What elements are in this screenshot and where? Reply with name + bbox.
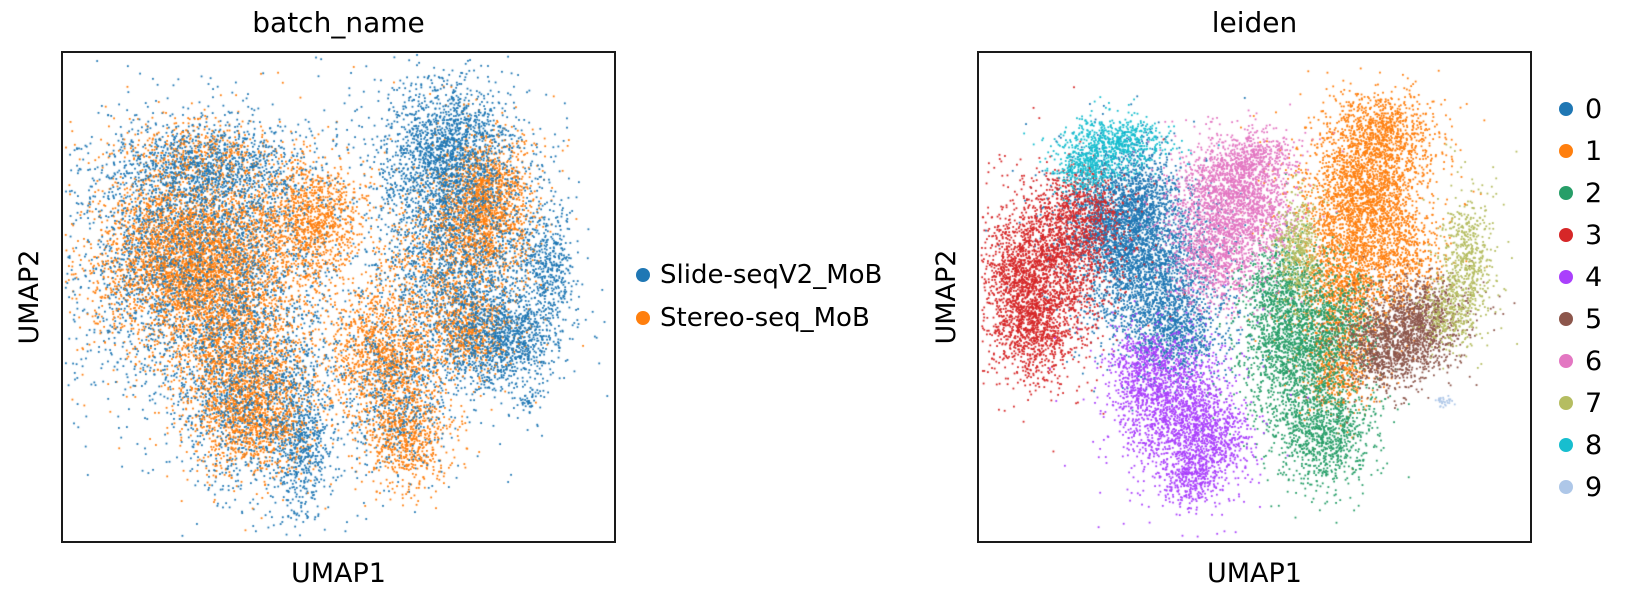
legend-item-0: 0 [1559, 88, 1602, 130]
legend-dot [1559, 102, 1573, 116]
legend-item-1: 1 [1559, 130, 1602, 172]
panel-title-batch: batch_name [252, 6, 425, 39]
legend-batch: Slide-seqV2_MoB Stereo-seq_MoB [636, 253, 882, 339]
legend-label: 1 [1585, 135, 1603, 167]
legend-item-Slide-seqV2_MoB: Slide-seqV2_MoB [636, 253, 882, 296]
legend-item-Stereo-seq_MoB: Stereo-seq_MoB [636, 296, 882, 339]
legend-dot [1559, 354, 1573, 368]
legend-label: Stereo-seq_MoB [660, 302, 870, 333]
legend-label: 7 [1585, 387, 1603, 419]
legend-item-6: 6 [1559, 340, 1602, 382]
ylabel-leiden: UMAP2 [931, 249, 962, 345]
legend-item-3: 3 [1559, 214, 1602, 256]
scatter-canvas-batch [63, 53, 614, 541]
legend-label: 6 [1585, 345, 1603, 377]
legend-dot [1559, 438, 1573, 452]
legend-dot [636, 310, 650, 325]
scatter-canvas-leiden [979, 53, 1530, 541]
legend-item-5: 5 [1559, 298, 1602, 340]
legend-leiden: 0 1 2 3 4 5 6 7 8 9 [1559, 88, 1602, 508]
legend-item-7: 7 [1559, 382, 1602, 424]
legend-label: 2 [1585, 177, 1603, 209]
legend-item-4: 4 [1559, 256, 1602, 298]
legend-item-9: 9 [1559, 466, 1602, 508]
axes-batch [61, 51, 616, 543]
legend-dot [1559, 228, 1573, 242]
legend-label: 9 [1585, 471, 1603, 503]
panel-title-leiden: leiden [1211, 6, 1298, 39]
legend-item-2: 2 [1559, 172, 1602, 214]
axes-leiden [977, 51, 1532, 543]
xlabel-batch: UMAP1 [291, 558, 386, 589]
legend-dot [1559, 480, 1573, 494]
legend-label: 5 [1585, 303, 1603, 335]
legend-dot [636, 267, 650, 282]
xlabel-leiden: UMAP1 [1207, 558, 1302, 589]
legend-dot [1559, 312, 1573, 326]
legend-dot [1559, 186, 1573, 200]
legend-label: Slide-seqV2_MoB [660, 259, 883, 290]
legend-label: 0 [1585, 93, 1603, 125]
legend-dot [1559, 396, 1573, 410]
legend-label: 3 [1585, 219, 1603, 251]
legend-dot [1559, 144, 1573, 158]
ylabel-batch: UMAP2 [14, 249, 45, 345]
legend-label: 8 [1585, 429, 1603, 461]
legend-item-8: 8 [1559, 424, 1602, 466]
legend-label: 4 [1585, 261, 1603, 293]
legend-dot [1559, 270, 1573, 284]
